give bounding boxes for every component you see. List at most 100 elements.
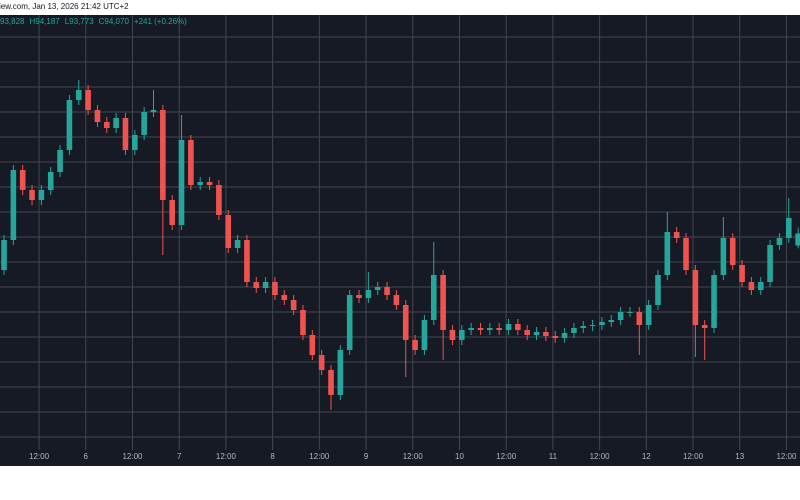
candle-body (281, 295, 288, 300)
candle-body (113, 118, 119, 128)
candle-body (225, 215, 232, 248)
candle-body (683, 238, 689, 270)
ohlc-value: C94,070 (99, 17, 130, 26)
candle-body (440, 275, 446, 330)
candle-body (589, 325, 596, 326)
candle-body (430, 275, 437, 320)
candle-body (655, 275, 661, 305)
plot-background (0, 15, 800, 466)
candle-body (664, 232, 671, 275)
candle-body (141, 112, 147, 135)
candle-body (608, 320, 615, 322)
candle-body (701, 325, 708, 328)
candle-body (178, 140, 185, 225)
candle-body (543, 332, 549, 336)
candle-body (29, 190, 35, 200)
candle-body (785, 218, 792, 238)
candle-body (627, 312, 633, 313)
candle-body (38, 190, 45, 200)
candle-body (290, 300, 297, 310)
candle-body (169, 200, 175, 225)
candle-body (150, 110, 157, 112)
candle-body (412, 340, 418, 350)
candle-body (10, 170, 17, 240)
x-tick-label: 11 (549, 452, 558, 461)
candle-body (262, 282, 269, 288)
candle-body (244, 240, 250, 282)
candle-body (365, 290, 372, 298)
candle-body (729, 238, 736, 265)
candle-body (19, 170, 26, 190)
x-tick-label: 12:00 (683, 452, 704, 461)
x-tick-label: 13 (735, 452, 744, 461)
candle-body (720, 238, 727, 275)
change-value: +241 (+0.26%) (134, 17, 187, 26)
candle-body (132, 135, 138, 150)
candle-body (421, 320, 428, 350)
candle-body (580, 326, 587, 328)
candle-body (477, 328, 484, 330)
bottom-strip (0, 466, 800, 500)
candle-body (468, 328, 474, 330)
x-tick-label: 12:00 (216, 452, 237, 461)
candle-body (346, 295, 353, 350)
candle-body (206, 182, 213, 185)
candle-body (216, 185, 222, 215)
top-strip (0, 0, 800, 15)
candle-body (673, 232, 680, 238)
candle-body (458, 330, 465, 340)
candle-body (122, 118, 129, 150)
candles (1, 80, 800, 410)
candle-body (757, 282, 764, 290)
candle-body (505, 324, 512, 330)
candle-body (253, 282, 260, 288)
x-tick-label: 12:00 (29, 452, 50, 461)
candle-body (393, 295, 400, 305)
candle-body (571, 328, 577, 333)
candle-body (272, 282, 278, 295)
candle-body (524, 330, 531, 335)
ohlc-value: H94,187 (29, 17, 60, 26)
candle-body (617, 312, 624, 320)
candle-body (767, 245, 773, 282)
x-tick-label: 8 (270, 452, 275, 461)
candle-body (795, 233, 800, 246)
candle-body (57, 150, 63, 172)
x-tick-label: 9 (364, 452, 369, 461)
candle-body (599, 322, 605, 325)
candle-body (94, 110, 101, 122)
candle-body (300, 310, 306, 335)
candle-body (515, 324, 521, 330)
x-tick-label: 12:00 (590, 452, 611, 461)
candle-body (496, 328, 502, 330)
candle-body (188, 140, 194, 185)
candle-body (356, 295, 362, 298)
watermark: iew.com, Jan 13, 2026 21:42 UTC+2 (0, 2, 129, 11)
candle-body (711, 275, 717, 328)
candle-body (309, 335, 316, 355)
x-tick-label: 7 (177, 452, 182, 461)
x-tick-label: 12:00 (403, 452, 424, 461)
x-tick-label: 6 (84, 452, 89, 461)
labels: iew.com, Jan 13, 2026 21:42 UTC+2 12:00 6… (0, 2, 797, 461)
x-tick-label: 12:00 (309, 452, 330, 461)
candle-body (234, 240, 241, 248)
candle-body (1, 240, 7, 270)
candle-body (103, 122, 110, 128)
candle-body (533, 332, 540, 335)
candle-body (402, 305, 409, 340)
candle-body (552, 336, 559, 338)
candle-body (636, 312, 643, 325)
candle-body (75, 90, 82, 100)
candle-body (692, 270, 699, 325)
x-tick-label: 12:00 (776, 452, 797, 461)
candle-body (328, 370, 334, 395)
candle-body (374, 287, 381, 290)
candle-body (748, 282, 755, 290)
candle-body (47, 172, 54, 190)
candle-body (337, 350, 344, 395)
candle-body (487, 328, 493, 330)
candle-body (66, 100, 73, 150)
